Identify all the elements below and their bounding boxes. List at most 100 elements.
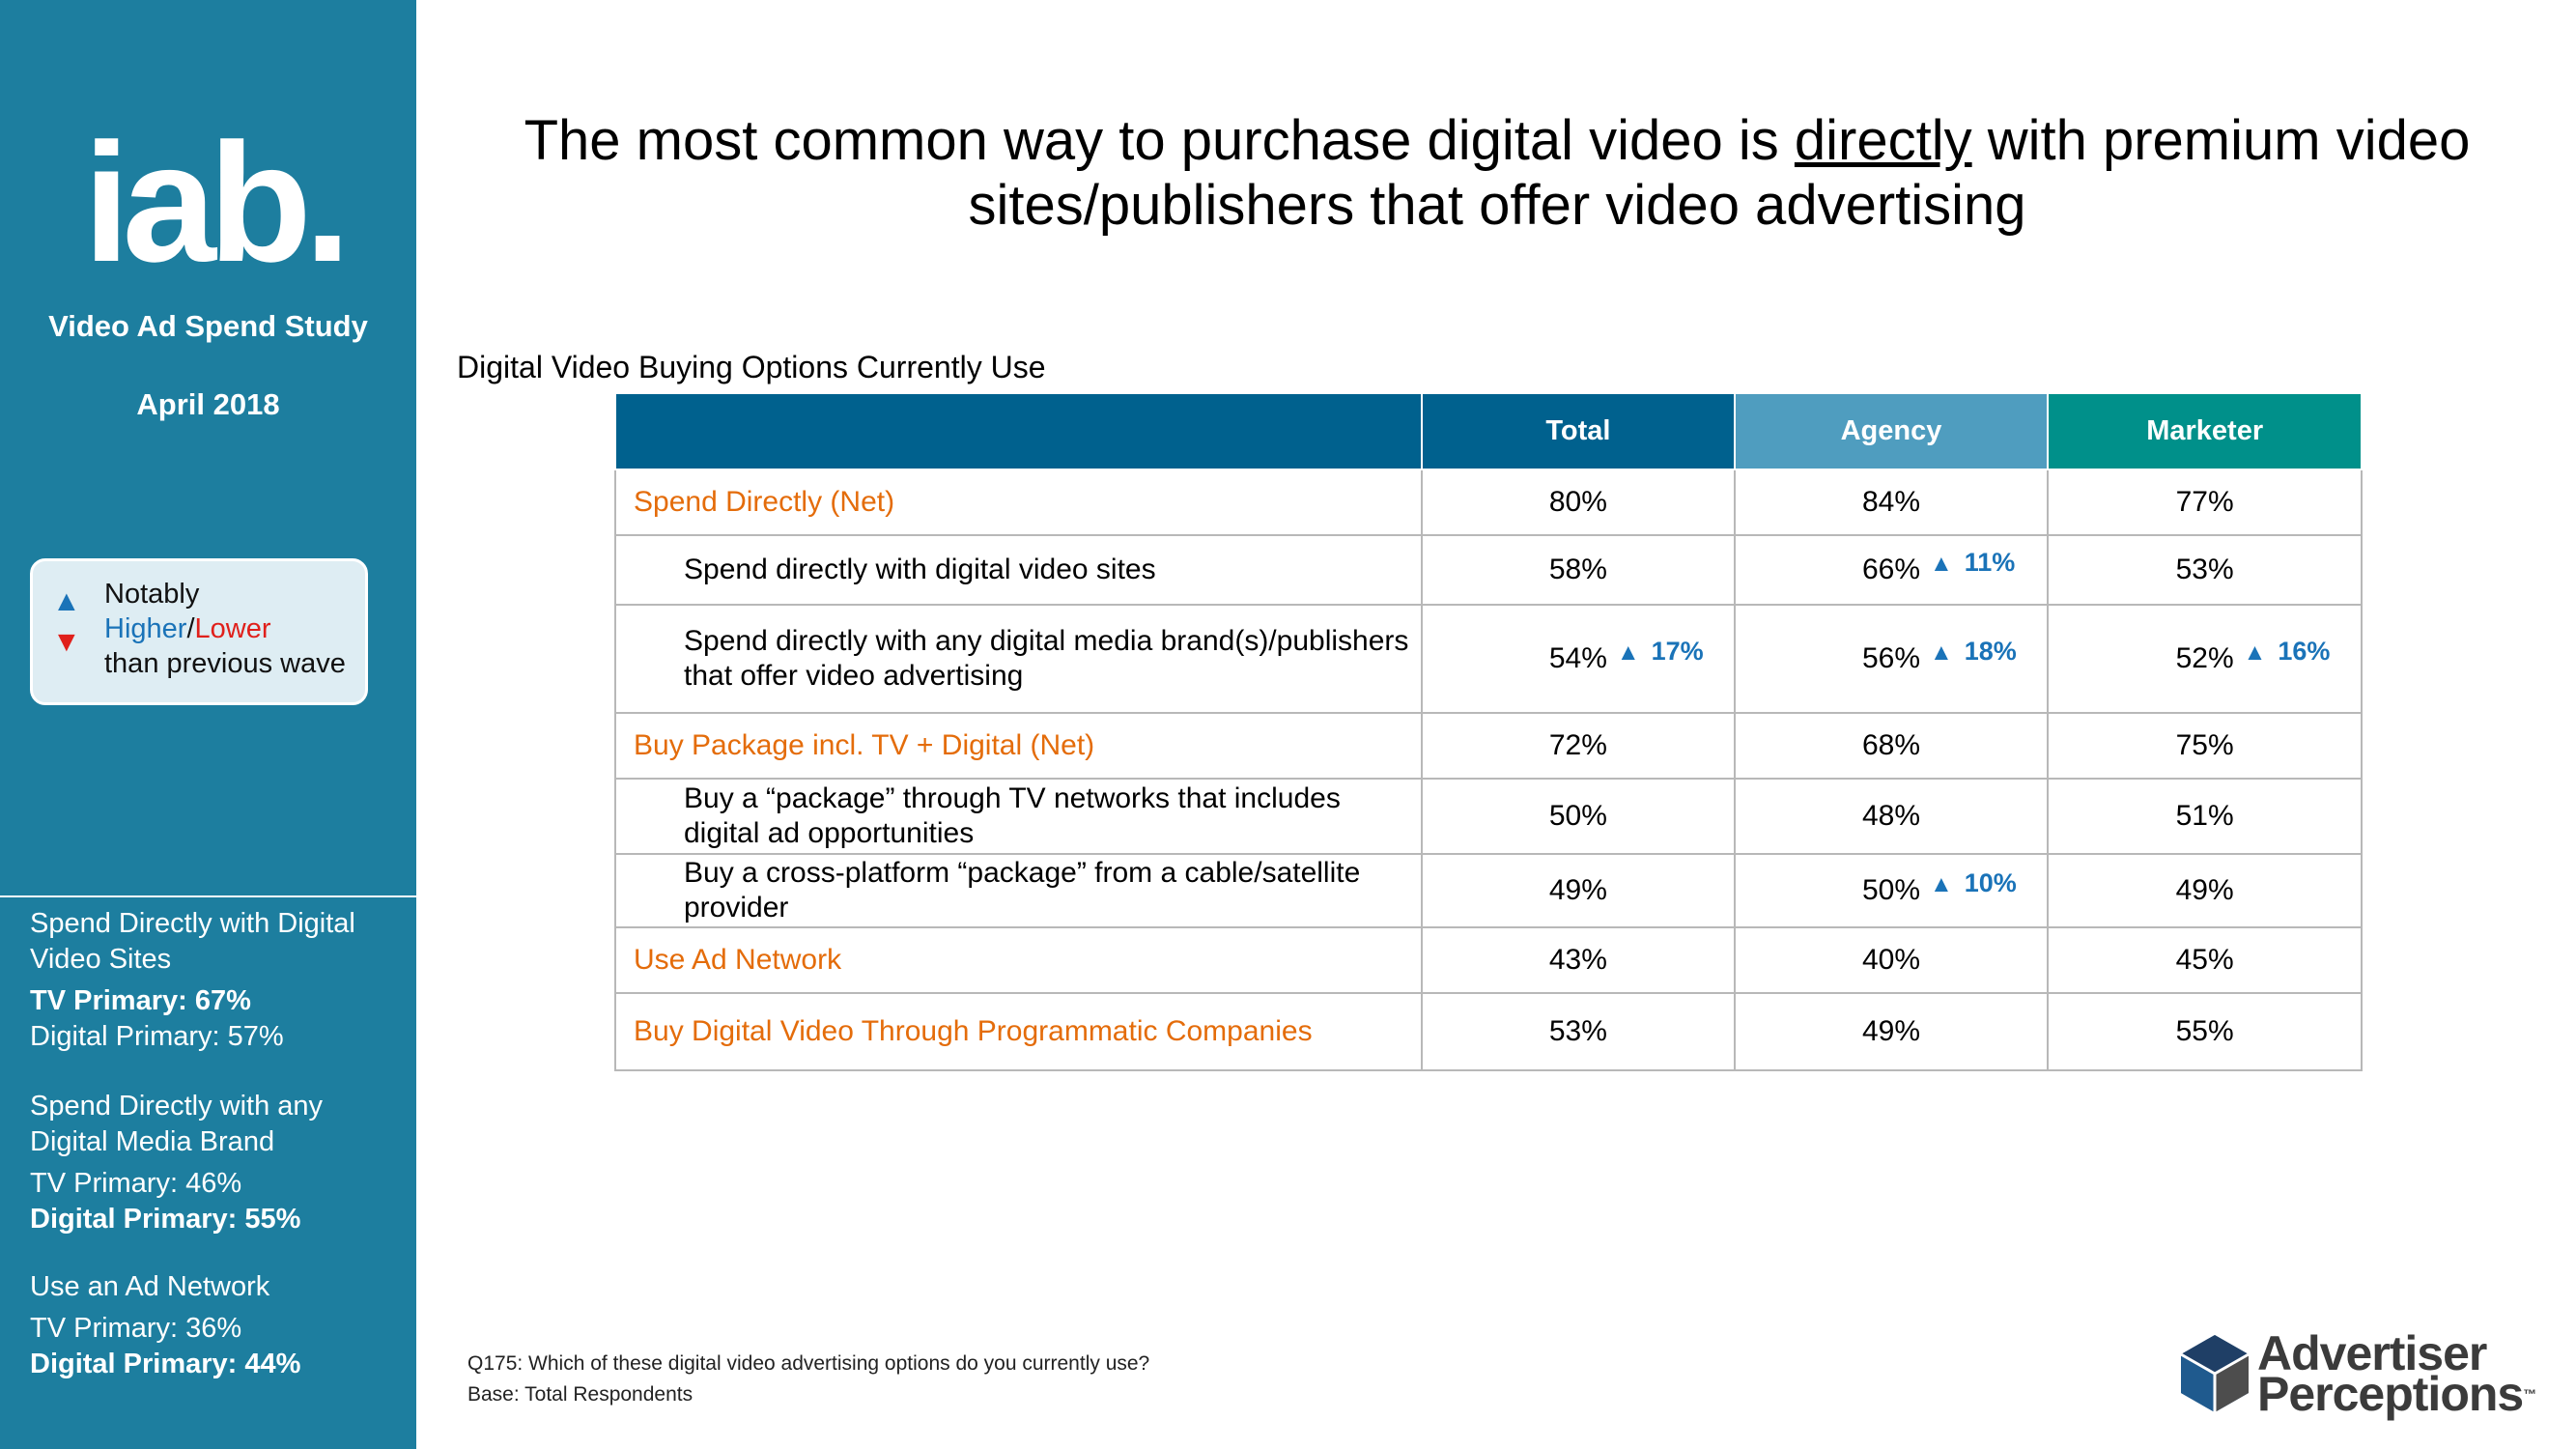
change-value: 10% [1964, 868, 2017, 897]
cell-total: 43% [1421, 926, 1736, 994]
cell-value: 58% [1548, 554, 1607, 585]
cell-value: 72% [1548, 729, 1607, 761]
cell-value: 45% [2175, 944, 2234, 976]
sidebar-divider [0, 895, 416, 897]
side-block-digital: Digital Primary: 44% [30, 1349, 301, 1379]
side-block-heading: Spend Directly with any Digital Media Br… [30, 1091, 324, 1157]
cell-value: 49% [1548, 874, 1607, 906]
cell-value: 48% [1861, 800, 1921, 832]
study-name: Video Ad Spend Study [48, 309, 368, 343]
side-block-heading: Use an Ad Network [30, 1271, 270, 1302]
arrow-up-icon: ▲ [1929, 639, 1953, 666]
advertiser-perceptions-logo [2180, 1335, 2250, 1412]
cell-agency: 66% ▲ 11% [1733, 534, 2050, 606]
arrow-up-icon: ▲ [1929, 871, 1953, 897]
change-indicator: ▲ 10% [1930, 868, 2017, 898]
cell-value: 53% [2175, 554, 2234, 585]
cell-value: 50% [1548, 800, 1607, 832]
table-row: Spend directly with any digital media br… [613, 604, 2363, 714]
cell-value: 52% [2175, 642, 2234, 674]
legend-lower: Lower [194, 613, 271, 644]
change-value: 18% [1964, 637, 2017, 666]
arrow-up-icon: ▲ [1929, 551, 1953, 577]
cell-total: 54% ▲ 17% [1421, 604, 1736, 714]
header-blank [613, 392, 1424, 470]
cell-marketer: 52% ▲ 16% [2047, 604, 2363, 714]
table-row: Buy a cross-platform “package” from a ca… [613, 853, 2363, 928]
header-marketer: Marketer [2047, 392, 2363, 470]
cell-value: 49% [2175, 874, 2234, 906]
cell-marketer: 77% [2047, 469, 2363, 536]
buying-options-table: Total Agency Marketer Spend Directly (Ne… [613, 392, 2363, 1071]
brand-line-2-text: Perceptions [2257, 1367, 2524, 1421]
footnote-base: Base: Total Respondents [467, 1383, 694, 1406]
change-indicator: ▲ 17% [1617, 637, 1704, 667]
study-date: April 2018 [136, 387, 280, 421]
cell-agency: 56% ▲ 18% [1733, 604, 2050, 714]
cell-value: 54% [1548, 642, 1607, 674]
cell-value: 53% [1548, 1015, 1607, 1047]
cell-agency: 50% ▲ 10% [1733, 853, 2050, 928]
cell-value: 77% [2175, 486, 2234, 518]
sidebar: iab. Video Ad Spend Study April 2018 ▲ ▼… [0, 0, 416, 1449]
cell-value: 80% [1548, 486, 1607, 518]
cell-marketer: 45% [2047, 926, 2363, 994]
cell-value: 84% [1861, 486, 1921, 518]
brand-tm: ™ [2523, 1386, 2536, 1402]
table-row: Use Ad Network 43% 40% 45% [613, 926, 2363, 994]
cell-value: 43% [1548, 944, 1607, 976]
change-value: 11% [1964, 548, 2016, 577]
change-value: 17% [1651, 637, 1704, 666]
row-label: Buy a cross-platform “package” from a ca… [613, 853, 1424, 928]
cell-value: 49% [1861, 1015, 1921, 1047]
title-part-2: with premium video sites/publishers that… [968, 109, 2471, 237]
legend-higher: Higher [104, 613, 187, 644]
side-block-tv: TV Primary: 67% [30, 985, 251, 1016]
cell-marketer: 49% [2047, 853, 2363, 928]
brand-name: Advertiser Perceptions™ [2257, 1326, 2536, 1418]
cell-value: 40% [1861, 944, 1921, 976]
page-title: The most common way to purchase digital … [483, 108, 2511, 238]
iab-logo: iab. [83, 116, 351, 270]
legend-separator: / [186, 613, 195, 644]
cell-total: 72% [1421, 712, 1736, 780]
cell-marketer: 51% [2047, 778, 2363, 855]
side-block-media-brand: Spend Directly with any Digital Media Br… [30, 1089, 407, 1237]
cell-marketer: 75% [2047, 712, 2363, 780]
side-block-video-sites: Spend Directly with Digital Video Sites … [30, 906, 407, 1055]
cell-value: 68% [1861, 729, 1921, 761]
cell-agency: 48% [1733, 778, 2050, 855]
side-block-tv: TV Primary: 36% [30, 1313, 242, 1344]
legend-line-3: than previous wave [104, 648, 346, 679]
cell-marketer: 55% [2047, 992, 2363, 1071]
footnote-question: Q175: Which of these digital video adver… [467, 1352, 1150, 1375]
brand-line-1: Advertiser [2257, 1326, 2487, 1380]
side-block-ad-network: Use an Ad Network TV Primary: 36% Digita… [30, 1269, 407, 1382]
table-title: Digital Video Buying Options Currently U… [457, 350, 1046, 384]
legend-line-2: Higher/Lower [104, 611, 346, 646]
cell-value: 56% [1861, 642, 1921, 674]
cell-total: 53% [1421, 992, 1736, 1071]
legend-line-1: Notably [104, 579, 200, 610]
arrow-up-icon: ▲ [1616, 639, 1640, 666]
table-row: Buy a “package” through TV networks that… [613, 778, 2363, 855]
cell-value: 51% [2175, 800, 2234, 832]
arrow-down-icon: ▼ [52, 626, 81, 658]
cell-value: 66% [1861, 554, 1921, 585]
cell-agency: 68% [1733, 712, 2050, 780]
cell-total: 50% [1421, 778, 1736, 855]
table-row: Buy Digital Video Through Programmatic C… [613, 992, 2363, 1071]
table-row: Spend directly with digital video sites 5… [613, 534, 2363, 606]
title-part-1: The most common way to purchase digital … [524, 109, 1795, 172]
table-row: Buy Package incl. TV + Digital (Net) 72% 6… [613, 712, 2363, 780]
cell-value: 50% [1861, 874, 1921, 906]
cell-agency: 40% [1733, 926, 2050, 994]
cell-agency: 84% [1733, 469, 2050, 536]
side-block-heading: Spend Directly with Digital Video Sites [30, 908, 355, 975]
table-header-row: Total Agency Marketer [613, 392, 2363, 470]
legend-box: ▲ ▼ Notably Higher/Lower than previous w… [30, 558, 368, 705]
cell-value: 55% [2175, 1015, 2234, 1047]
row-label: Buy Digital Video Through Programmatic C… [613, 992, 1424, 1071]
header-agency: Agency [1733, 392, 2050, 470]
row-label: Spend Directly (Net) [613, 469, 1424, 536]
